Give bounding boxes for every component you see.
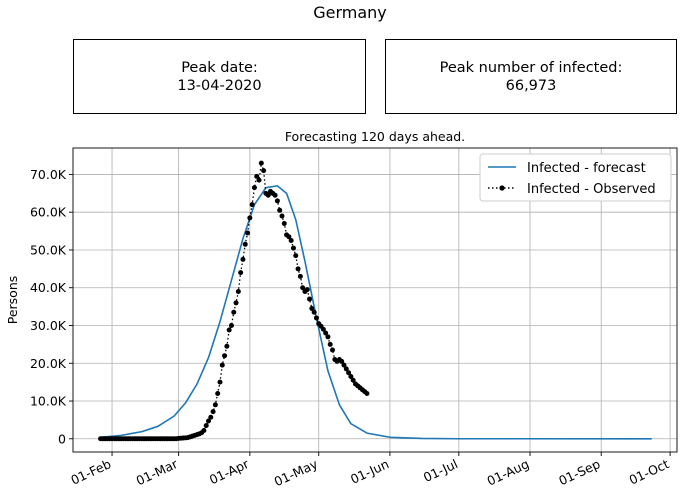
y-tick-label: 50.0K	[30, 242, 67, 257]
observed-point	[346, 370, 352, 376]
forecast-series-line	[100, 185, 652, 440]
observed-point	[343, 366, 349, 372]
observed-point	[293, 253, 299, 259]
observed-point	[330, 347, 336, 353]
observed-point	[208, 414, 214, 420]
observed-point	[212, 402, 218, 408]
peak-infected-card: Peak number of infected: 66,973	[385, 39, 677, 114]
observed-point	[203, 423, 209, 429]
plot-frame	[72, 147, 678, 453]
observed-point	[228, 322, 234, 328]
observed-point	[245, 230, 251, 236]
x-tick-label: 01-Oct	[627, 456, 672, 488]
x-tick-label: 01-Mar	[134, 456, 181, 489]
observed-point	[364, 390, 370, 396]
observed-point	[238, 270, 244, 276]
observed-point	[249, 202, 255, 208]
observed-point	[277, 207, 283, 213]
observed-point	[235, 289, 241, 295]
observed-point	[279, 213, 285, 219]
x-tick-label: 01-Jul	[421, 456, 460, 485]
observed-point	[320, 326, 326, 332]
observed-point	[297, 273, 303, 279]
observed-point	[258, 160, 264, 166]
observed-point	[224, 343, 230, 349]
legend-forecast-label: Infected - forecast	[527, 161, 646, 176]
observed-point	[240, 256, 246, 262]
peak-infected-label: Peak number of infected:	[439, 59, 623, 76]
observed-point	[272, 192, 278, 198]
observed-point	[339, 358, 345, 364]
observed-point	[256, 177, 262, 183]
peak-date-value: 13-04-2020	[177, 77, 262, 94]
x-tick-label: 01-Aug	[485, 456, 532, 488]
figure-title: Germany	[313, 3, 387, 22]
observed-point	[247, 215, 253, 221]
y-tick-label: 60.0K	[30, 205, 67, 220]
y-tick-label: 40.0K	[30, 280, 67, 295]
observed-point	[290, 245, 296, 251]
observed-point	[201, 427, 207, 433]
x-tick-label: 01-Jun	[348, 456, 391, 487]
y-tick-label: 10.0K	[30, 394, 67, 409]
observed-point	[222, 353, 228, 359]
observed-point	[288, 238, 294, 244]
x-tick-label: 01-Sep	[556, 456, 602, 488]
legend: Infected - forecast Infected - Observed	[479, 153, 672, 202]
observed-point	[295, 266, 301, 272]
observed-point	[313, 315, 319, 321]
observed-point	[210, 409, 216, 415]
legend-box	[479, 153, 672, 202]
y-tick-label: 30.0K	[30, 318, 67, 333]
observed-point	[325, 334, 331, 340]
y-tick-label: 0	[58, 431, 66, 446]
observed-point	[281, 221, 287, 227]
observed-point	[327, 341, 333, 347]
observed-point	[274, 198, 280, 204]
observed-point	[233, 300, 239, 306]
observed-series-line	[100, 162, 368, 440]
legend-observed-label: Infected - Observed	[527, 182, 656, 197]
observed-point	[215, 390, 221, 396]
observed-point	[242, 241, 248, 247]
peak-date-label: Peak date:	[181, 59, 258, 76]
observed-point	[261, 168, 267, 174]
observed-point	[231, 309, 237, 315]
observed-point	[219, 362, 225, 368]
observed-point	[226, 327, 232, 333]
observed-point	[217, 379, 223, 385]
observed-point	[309, 305, 315, 311]
observed-point	[350, 377, 356, 383]
x-tick-label: 01-Apr	[207, 456, 252, 488]
observed-point	[323, 330, 329, 336]
observed-point	[205, 418, 211, 424]
observed-point	[251, 185, 257, 191]
peak-date-card: Peak date: 13-04-2020	[73, 39, 366, 114]
observed-point	[341, 362, 347, 368]
observed-point	[286, 234, 292, 240]
x-tick-label: 01-May	[272, 456, 321, 489]
chart-title: Forecasting 120 days ahead.	[285, 129, 465, 144]
x-tick-label: 01-Feb	[68, 456, 113, 488]
y-tick-label: 20.0K	[30, 356, 67, 371]
observed-point	[300, 285, 306, 291]
observed-point	[304, 287, 310, 293]
y-axis-label: Persons	[5, 276, 20, 325]
legend-observed-marker	[499, 185, 505, 191]
observed-point	[307, 296, 313, 302]
observed-point	[254, 173, 260, 179]
observed-point	[311, 309, 317, 315]
observed-point	[348, 373, 354, 379]
observed-point	[265, 192, 271, 198]
y-tick-label: 70.0K	[30, 167, 67, 182]
peak-infected-value: 66,973	[505, 77, 557, 94]
